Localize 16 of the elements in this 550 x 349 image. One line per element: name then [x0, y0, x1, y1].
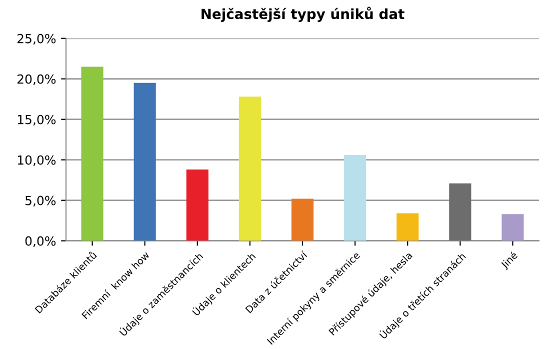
- bar: [449, 183, 472, 241]
- chart-title: Nejčastější typy úniků dat: [202, 6, 404, 22]
- y-tick-label: 15,0%: [18, 114, 56, 126]
- bar: [186, 170, 208, 241]
- bar: [81, 66, 104, 241]
- bar: [396, 213, 419, 241]
- bar: [344, 154, 366, 241]
- y-tick-label: 25,0%: [17, 34, 56, 45]
- bar: [291, 198, 314, 241]
- y-tick-label: 5,0%: [25, 196, 56, 207]
- y-tick-label: 20,0%: [17, 74, 56, 86]
- y-tick-label: 10,0%: [18, 155, 56, 166]
- bar: [502, 214, 524, 241]
- y-tick-label: 0,0%: [25, 236, 56, 248]
- bar: [134, 82, 156, 241]
- bar: [238, 96, 261, 241]
